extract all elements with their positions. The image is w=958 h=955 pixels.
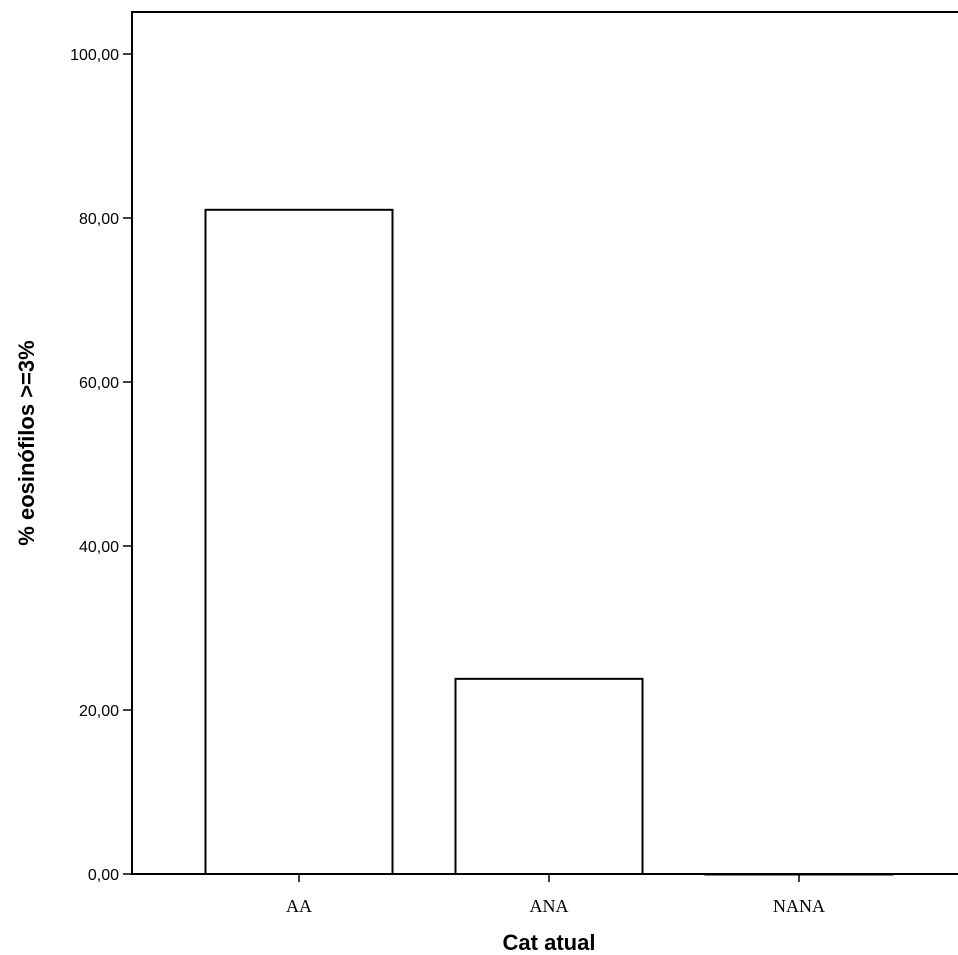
- x-tick-label: AA: [286, 896, 312, 916]
- y-tick-label: 20,00: [79, 703, 119, 720]
- y-tick-label: 80,00: [79, 211, 119, 228]
- y-tick-label: 60,00: [79, 375, 119, 392]
- x-tick-label: NANA: [773, 896, 825, 916]
- y-axis-ticks: 0,00 20,00 40,00 60,00 80,00 100,00: [70, 47, 132, 884]
- y-axis-title: % eosinófilos >=3%: [14, 340, 39, 545]
- x-axis-labels: AA ANA NANA: [286, 874, 825, 916]
- y-tick-label: 100,00: [70, 47, 119, 64]
- y-tick-label: 0,00: [88, 867, 119, 884]
- bar-aa: [204, 208, 394, 876]
- x-axis-title: Cat atual: [503, 930, 596, 955]
- bars: [204, 208, 894, 876]
- x-tick-label: ANA: [530, 896, 569, 916]
- y-tick-label: 40,00: [79, 539, 119, 556]
- bar-ana: [454, 677, 644, 876]
